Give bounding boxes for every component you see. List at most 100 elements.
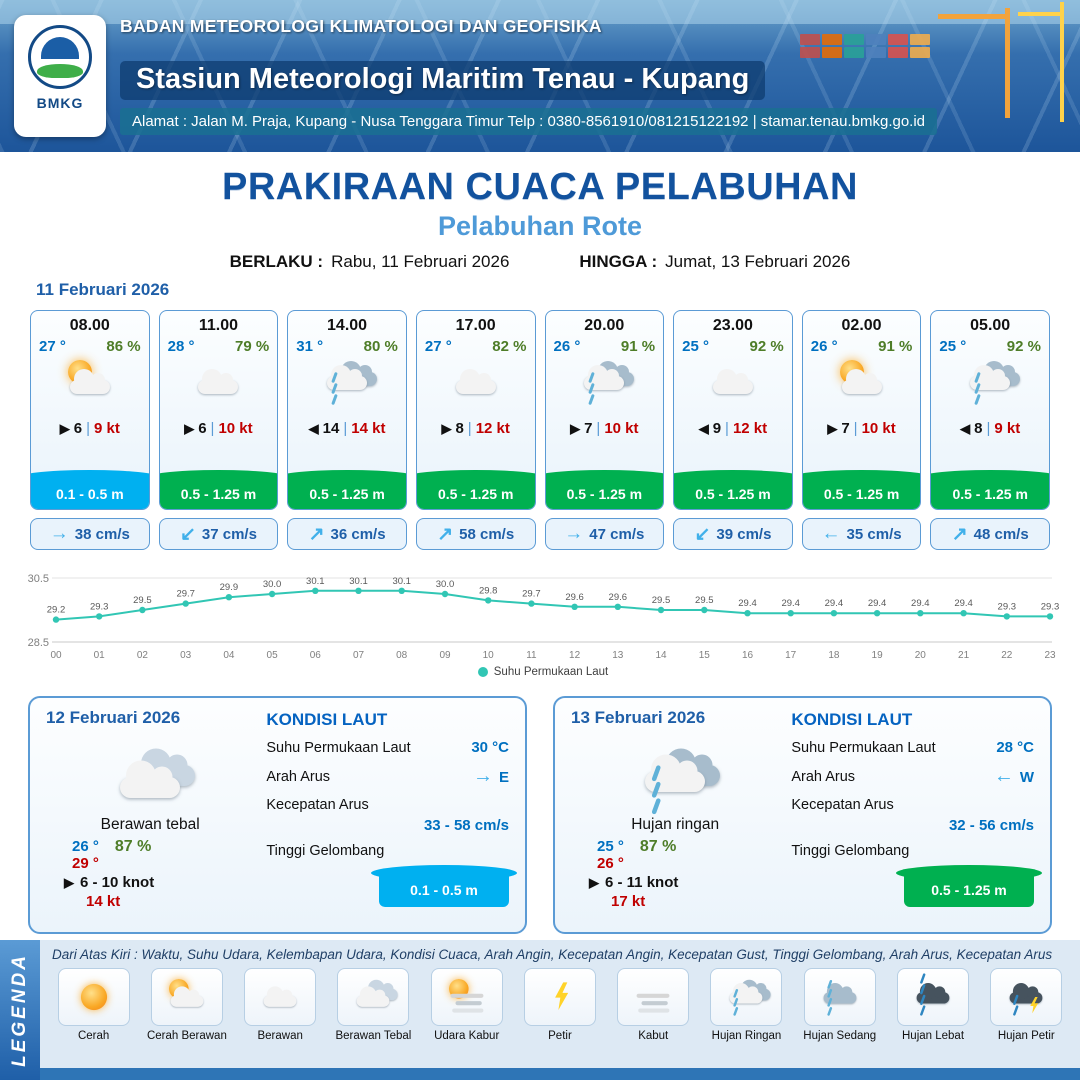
wave-height-band: 0.5 - 1.25 m: [931, 470, 1050, 509]
weather-icon-berawan: [186, 358, 250, 406]
weather-icon-berawan: [701, 358, 765, 406]
air-temperature: 25 °: [939, 338, 967, 355]
legend-title: LEGENDA: [9, 953, 30, 1067]
legend-label: Kabut: [638, 1030, 669, 1042]
legend-tile: [990, 968, 1063, 1026]
time-label: 02.00: [841, 317, 882, 334]
header-banner: BMKG BADAN METEOROLOGI KLIMATOLOGI DAN G…: [0, 0, 1080, 152]
svg-text:30.1: 30.1: [306, 576, 325, 587]
condition-day2: Berawan tebal: [100, 816, 200, 833]
wind-direction-icon: ◀: [308, 420, 319, 436]
svg-text:21: 21: [958, 650, 970, 661]
humidity: 86 %: [106, 338, 141, 355]
summary-card-day2: 12 Februari 2026 Berawan tebal 26 ° 29 °…: [28, 696, 527, 934]
current-speed: 47 cm/s: [589, 525, 645, 543]
svg-text:16: 16: [742, 650, 754, 661]
humidity: 82 %: [492, 338, 527, 355]
svg-text:29.3: 29.3: [1041, 601, 1060, 612]
kondisi-laut-title: KONDISI LAUT: [266, 710, 388, 729]
temp-max-day2: 29 °: [72, 855, 99, 872]
hourly-card-body: 17.00 27 ° 82 % ▶ 8 | 12 kt 0.5 - 1.25 m: [415, 310, 536, 510]
legend-tile: [150, 968, 223, 1026]
sst-label: Suhu Permukaan Laut: [791, 739, 936, 756]
wind-range-day3: 6 - 11 knot: [605, 874, 679, 891]
legend-label: Hujan Petir: [997, 1030, 1055, 1042]
wind-speed: 6: [198, 420, 207, 437]
gust-speed: 12 kt: [732, 420, 768, 437]
svg-text:30.1: 30.1: [392, 576, 411, 587]
current-speed-box: ↗ 36 cm/s: [287, 518, 407, 550]
gust-day3: 17 kt: [611, 893, 646, 910]
air-temperature: 28 °: [167, 338, 195, 355]
chart-legend: Suhu Permukaan Laut: [26, 666, 1060, 678]
kecepatan-arus-label: Kecepatan Arus: [791, 797, 894, 813]
humidity: 92 %: [749, 338, 784, 355]
weather-icon-day3: [627, 744, 723, 816]
svg-text:30.5: 30.5: [28, 573, 49, 585]
svg-text:06: 06: [310, 650, 322, 661]
legend-item-udara-kabur: Udara Kabur: [423, 968, 510, 1068]
svg-text:29.6: 29.6: [609, 592, 628, 603]
svg-text:13: 13: [612, 650, 624, 661]
current-speed-range-day3: 32 - 56 cm/s: [948, 817, 1034, 834]
current-direction-icon: ↗: [308, 523, 325, 545]
weather-icon-hujan-ringan: [315, 358, 379, 406]
current-speed: 38 cm/s: [74, 525, 130, 543]
svg-text:29.7: 29.7: [176, 589, 195, 600]
svg-text:10: 10: [483, 650, 495, 661]
wind-direction-icon: ▶: [184, 420, 195, 436]
svg-text:29.4: 29.4: [954, 598, 973, 609]
berawan-icon: [254, 977, 306, 1016]
hourly-forecast-card: 02.00 26 ° 91 % ▶ 7 | 10 kt 0.5 - 1.25 m ← 35 cm/…: [801, 310, 922, 558]
gust-speed: 14 kt: [351, 420, 386, 437]
legend-tile: [617, 968, 690, 1026]
gust-speed: 10 kt: [604, 420, 639, 437]
tinggi-gelombang-label: Tinggi Gelombang: [791, 843, 910, 859]
gust-speed: 10 kt: [861, 420, 896, 437]
temp-min-day2: 26 °: [72, 838, 99, 855]
sst-label: Suhu Permukaan Laut: [266, 739, 411, 756]
hourly-card-body: 20.00 26 ° 91 % ▶ 7 | 10 kt 0.5 - 1.25 m: [544, 310, 665, 510]
hourly-card-body: 23.00 25 ° 92 % ◀ 9 | 12 kt 0.5 - 1.25 m: [673, 310, 793, 510]
forecast-date-day3: 13 Februari 2026: [571, 708, 706, 727]
gust-speed: 9 kt: [94, 420, 120, 437]
hourly-card-body: 14.00 31 ° 80 % ◀ 14 | 14 kt 0.5 - 1.25 m: [287, 310, 407, 510]
hourly-card-body: 05.00 25 ° 92 % ◀ 8 | 9 kt 0.5 - 1.25 m: [930, 310, 1050, 510]
legend-label: Hujan Sedang: [803, 1030, 877, 1042]
time-label: 23.00: [712, 317, 753, 334]
petir-icon: [534, 977, 586, 1016]
legend-item-kabut: Kabut: [610, 968, 697, 1068]
legend-label: Cerah Berawan: [146, 1030, 227, 1042]
svg-text:30.1: 30.1: [349, 576, 368, 587]
hourly-forecast-card: 20.00 26 ° 91 % ▶ 7 | 10 kt 0.5 - 1.25 m → 47 cm/…: [544, 310, 665, 558]
air-temperature: 26 °: [810, 338, 838, 355]
condition-day3: Hujan ringan: [631, 816, 720, 833]
legend-item-cerah-berawan: Cerah Berawan: [143, 968, 230, 1068]
svg-text:29.5: 29.5: [133, 595, 152, 606]
current-direction-icon: ←: [993, 765, 1014, 787]
legend-label: Hujan Ringan: [711, 1030, 782, 1042]
wind-row: ◀ 8 | 9 kt: [931, 420, 1049, 437]
wave-height-band: 0.1 - 0.5 m: [30, 470, 149, 509]
humidity: 92 %: [1006, 338, 1041, 355]
wind-direction-icon: ▶: [570, 420, 581, 436]
legend-tile: [244, 968, 317, 1026]
weather-icon-day2: [102, 744, 198, 816]
humidity-day3: 87 %: [639, 838, 677, 855]
port-name: Pelabuhan Rote: [437, 211, 643, 241]
current-speed-box: ↗ 48 cm/s: [930, 518, 1050, 550]
legend-label: Udara Kabur: [434, 1030, 500, 1042]
svg-text:30.0: 30.0: [263, 579, 282, 590]
hourly-card-body: 11.00 28 ° 79 % ▶ 6 | 10 kt 0.5 - 1.25 m: [158, 310, 279, 510]
legend-tile: [523, 968, 596, 1026]
wind-row: ◀ 14 | 14 kt: [288, 420, 406, 437]
separator: |: [210, 420, 215, 437]
wind-speed: 7: [841, 420, 850, 437]
current-speed-box: ↗ 58 cm/s: [415, 518, 536, 550]
hujan-ringan-icon: [720, 977, 772, 1017]
current-direction-day2: E: [498, 769, 509, 786]
legend-label: Cerah: [77, 1030, 110, 1042]
wind-speed: 7: [584, 420, 593, 437]
air-temperature: 27 °: [39, 338, 66, 355]
legend-item-hujan-lebat: Hujan Lebat: [889, 968, 976, 1068]
